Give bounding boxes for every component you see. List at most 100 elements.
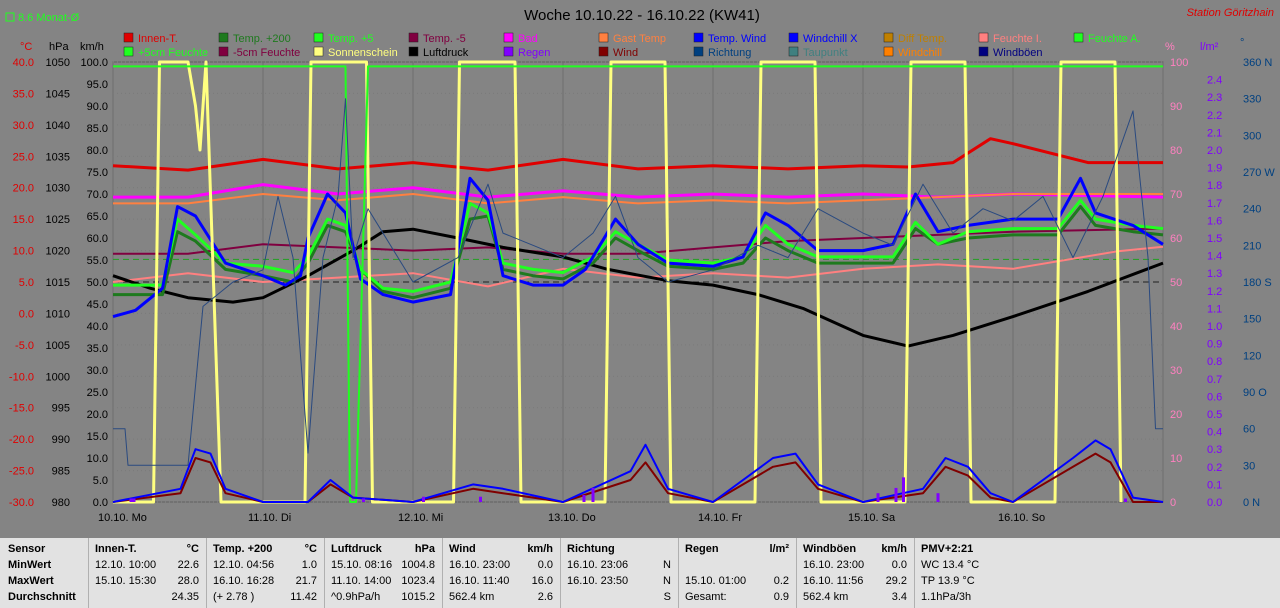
chart-legend: Innen-T. Temp. +200 Temp. +5 Temp. -5 Bad Gas…: [123, 32, 1141, 59]
humidity-tick-label: 20: [1170, 409, 1182, 421]
stat-row-value: S: [663, 591, 671, 603]
legend-label: Taupunkt: [803, 47, 848, 59]
legend-swatch: [313, 32, 324, 43]
stat-unit: °C: [304, 543, 317, 555]
monthly-avg-checkbox[interactable]: [5, 12, 15, 22]
stat-title: Windböen: [803, 543, 857, 555]
rain-tick-label: 1.7: [1207, 198, 1222, 210]
legend-swatch: [978, 32, 989, 43]
stat-row-label: 16.10. 23:00: [449, 559, 511, 571]
day-label: 15.10. Sa: [848, 512, 896, 524]
rain-tick-label: 2.4: [1207, 75, 1222, 87]
stat-title: Regen: [685, 543, 719, 555]
temp-unit: °C: [20, 41, 32, 53]
series-richtung: [113, 98, 1163, 466]
legend-swatch: [408, 46, 419, 57]
temp-tick-label: -10.0: [9, 371, 34, 383]
wind-tick-label: 30.0: [87, 365, 108, 377]
wind-tick-label: 75.0: [87, 167, 108, 179]
stat-column-regen: Regen l/m² 15.10. 01:00 0.2 Gesamt: 0.9: [678, 538, 797, 608]
series-bad: [113, 183, 1164, 199]
stat-row-value: 1004.8: [401, 559, 435, 571]
pressure-tick-label: 1050: [46, 57, 70, 69]
stat-row-value: 2.6: [537, 591, 553, 603]
legend-swatch: [693, 32, 704, 43]
temp-tick-label: -5.0: [15, 340, 34, 352]
legend-swatch: [598, 46, 609, 57]
legend-swatch: [123, 32, 134, 43]
weather-chart: 40.0 35.0 30.0 25.0 20.0 15.0 10.0 5.0 0.0 -5.0 -1…: [5, 7, 1276, 524]
stat-row-label: 16.10. 23:00: [803, 559, 865, 571]
direction-tick-label: 210: [1243, 240, 1261, 252]
stat-row-value: 1023.4: [401, 575, 435, 587]
wind-tick-label: 90.0: [87, 101, 108, 113]
stat-row-value: 0.9: [773, 591, 789, 603]
humidity-tick-label: 80: [1170, 145, 1182, 157]
rain-tick-label: 2.0: [1207, 145, 1222, 157]
rain-tick-label: 2.3: [1207, 92, 1222, 104]
series-windb-en: [112, 439, 1164, 503]
rain-tick-label: 0.9: [1207, 339, 1222, 351]
rain-tick-label: 1.5: [1207, 233, 1222, 245]
rain-tick-label: 0.1: [1207, 479, 1222, 491]
stat-row-value: 1015.2: [401, 591, 435, 603]
pressure-tick-label: 1000: [46, 371, 70, 383]
chart-series: [112, 60, 1164, 504]
row-labels-column: Sensor MinWert MaxWert Durchschnitt: [0, 538, 88, 608]
temp-tick-label: -30.0: [9, 497, 34, 509]
legend-swatch: [123, 46, 134, 57]
stat-row-label: 12.10. 10:00: [95, 559, 157, 571]
stat-row-value: 22.6: [177, 559, 199, 571]
stat-row-label: 15.10. 08:16: [331, 559, 393, 571]
direction-tick-label: 90 O: [1243, 387, 1267, 399]
stat-column-temp-200: Temp. +200 °C 12.10. 04:56 1.0 16.10. 16:28 2…: [206, 538, 325, 608]
rain-tick-label: 0.3: [1207, 444, 1222, 456]
stat-row-value: 3.4: [891, 591, 907, 603]
rain-tick-label: 1.9: [1207, 163, 1222, 175]
temp-tick-label: 0.0: [19, 308, 34, 320]
stat-row-label: 16.10. 11:56: [803, 575, 864, 587]
series-gast-temp: [113, 193, 1163, 205]
direction-tick-label: 60: [1243, 424, 1255, 436]
stat-title: Richtung: [567, 543, 615, 555]
legend-label: Innen-T.: [138, 33, 178, 45]
wind-tick-label: 40.0: [87, 321, 108, 333]
stat-title: PMV+2:21: [921, 543, 974, 555]
stat-unit: hPa: [414, 543, 435, 555]
legend-swatch: [978, 46, 989, 57]
wind-tick-label: 10.0: [87, 453, 108, 465]
stat-row-value: 16.0: [531, 575, 553, 587]
stat-column-richtung: Richtung 16.10. 23:06 N 16.10. 23:50 N S: [560, 538, 679, 608]
stat-row-value: N: [663, 575, 671, 587]
stat-column-innen-t: Innen-T. °C 12.10. 10:00 22.6 15.10. 15:30 28…: [88, 538, 207, 608]
wind-tick-label: 5.0: [93, 475, 108, 487]
rain-tick-label: 2.1: [1207, 127, 1222, 139]
chart-title: Woche 10.10.22 - 16.10.22 (KW41): [524, 7, 760, 24]
station-name: Station Göritzhain: [1187, 7, 1274, 19]
direction-tick-label: 150: [1243, 314, 1261, 326]
rain-tick-label: 0.8: [1207, 356, 1222, 368]
legend-label: Gast Temp: [613, 33, 666, 45]
row-label-avg: Durchschnitt: [8, 591, 76, 603]
legend-label: Richtung: [708, 47, 751, 59]
legend-swatch: [408, 32, 419, 43]
stat-title: Wind: [449, 543, 476, 555]
wind-tick-label: 45.0: [87, 299, 108, 311]
legend-label: Luftdruck: [423, 47, 469, 59]
direction-tick-label: 240: [1243, 204, 1261, 216]
day-label: 14.10. Fr: [698, 512, 742, 524]
stat-row-value: 21.7: [295, 575, 317, 587]
wind-tick-label: 95.0: [87, 79, 108, 91]
pressure-tick-label: 1035: [46, 151, 70, 163]
stat-row-label: 16.10. 16:28: [213, 575, 275, 587]
pressure-tick-label: 1030: [46, 183, 70, 195]
legend-label: Windböen: [993, 47, 1043, 59]
chart-axes: 40.0 35.0 30.0 25.0 20.0 15.0 10.0 5.0 0.0 -5.0 -1…: [9, 57, 1275, 524]
day-label: 10.10. Mo: [98, 512, 147, 524]
legend-swatch: [883, 46, 894, 57]
direction-tick-label: 360 N: [1243, 57, 1272, 69]
monthly-avg-label: 8.6 Monat-Ø: [18, 12, 80, 24]
stat-row-label: ^0.9hPa/h: [331, 591, 381, 603]
wind-tick-label: 25.0: [87, 387, 108, 399]
temp-tick-label: -25.0: [9, 466, 34, 478]
